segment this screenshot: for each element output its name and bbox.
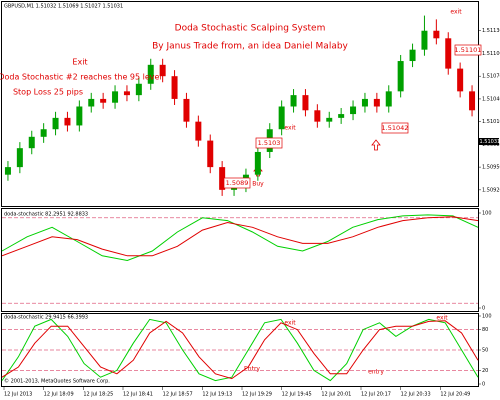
- indicator-line: [1, 216, 479, 257]
- indicator-label: doda-stochastic 29.9415 66.3993: [4, 315, 88, 321]
- candle-body: [88, 98, 95, 107]
- note: Exit: [72, 58, 87, 67]
- candle-body: [135, 83, 142, 96]
- x-tick-label: 12 Jul 2013: [4, 392, 32, 398]
- x-tick-label: 12 Jul 19:29: [242, 392, 272, 398]
- candle-body: [373, 98, 380, 107]
- indicator-line: [1, 320, 479, 380]
- y-tick-label: 1.51040: [482, 96, 500, 102]
- main-frame: [1, 1, 479, 207]
- subtitle: By Janus Trade from, an idea Daniel Mala…: [152, 42, 348, 52]
- marker-label: exit: [436, 315, 448, 322]
- indicator-line: [1, 318, 479, 382]
- y-tick-label: 1.51100: [482, 51, 500, 57]
- x-tick-label: 12 Jul 20:33: [401, 392, 431, 398]
- candle-body: [290, 95, 297, 107]
- current-price-box: [478, 138, 499, 145]
- candle-body: [4, 167, 11, 175]
- candle-body: [219, 167, 226, 190]
- price-box-label: 1.51042: [382, 124, 409, 132]
- y-tick-label: 1.50920: [482, 187, 500, 193]
- candle-body: [195, 121, 202, 141]
- candle-body: [16, 148, 23, 168]
- price-box-label: 1.5103: [258, 139, 281, 147]
- candle-body: [433, 30, 440, 39]
- candle-body: [207, 140, 214, 168]
- candle-body: [385, 91, 392, 107]
- x-tick-label: 12 Jul 20:17: [361, 392, 391, 398]
- marker-label: Buy: [252, 181, 264, 188]
- x-tick-label: 12 Jul 20:01: [321, 392, 351, 398]
- price-box: [454, 44, 482, 56]
- candle-body: [278, 106, 285, 130]
- candle-body: [409, 49, 416, 62]
- candle-body: [457, 68, 464, 92]
- x-tick-label: 12 Jul 19:13: [202, 392, 232, 398]
- candle-body: [123, 91, 130, 96]
- candle-body: [40, 129, 47, 137]
- candle-body: [76, 106, 83, 126]
- candle-body: [159, 64, 166, 77]
- y-tick-label: 0: [482, 382, 485, 388]
- candle-body: [314, 110, 321, 122]
- candle-body: [302, 95, 309, 111]
- candle-body: [147, 64, 154, 84]
- marker-label: exit: [450, 9, 462, 16]
- candle-body: [28, 136, 35, 149]
- indicator-frame: [1, 208, 479, 312]
- candle-body: [183, 98, 190, 122]
- candle-body: [254, 151, 261, 175]
- y-tick-label: 1.50950: [482, 165, 500, 171]
- candle-body: [445, 38, 452, 69]
- y-tick-label: 100: [482, 211, 492, 217]
- header: GBPUSD,M1 1.51032 1.51069 1.51027 1.5103…: [4, 4, 123, 10]
- candle-body: [421, 30, 428, 50]
- y-tick-label: 20: [482, 368, 488, 374]
- y-tick-label: 100: [482, 314, 492, 320]
- price-box: [255, 137, 283, 149]
- candle-body: [171, 76, 178, 99]
- x-tick-label: 12 Jul 18:25: [83, 392, 113, 398]
- x-tick-label: 12 Jul 19:45: [282, 392, 312, 398]
- x-tick-label: 12 Jul 18:57: [163, 392, 193, 398]
- title: Doda Stochastic Scalping System: [175, 24, 326, 34]
- note: Stop Loss 25 pips: [13, 88, 83, 97]
- marker-label: entry: [368, 369, 384, 376]
- price-box: [223, 177, 251, 189]
- candle-body: [326, 117, 333, 122]
- marker-label: Entry: [244, 366, 260, 373]
- note: Doda Stochastic #2 reaches the 95 level: [0, 73, 162, 82]
- candle-body: [338, 114, 345, 118]
- y-tick-label: 0: [482, 306, 485, 312]
- price-box-label: 1.5089: [226, 179, 249, 187]
- candle-body: [100, 98, 107, 103]
- price-box: [381, 122, 409, 134]
- y-tick-label: 1.51010: [482, 119, 500, 125]
- buy-arrow: [371, 139, 381, 151]
- candle-body: [52, 117, 59, 130]
- candle-body: [350, 106, 357, 115]
- candle-body: [469, 91, 476, 111]
- current-price: 1.51031: [480, 139, 500, 145]
- candle-body: [397, 61, 404, 92]
- candle-body: [64, 117, 71, 126]
- y-tick-label: 1.51130: [482, 28, 500, 34]
- candle-body: [112, 91, 119, 103]
- price-box-label: 1.51101: [455, 46, 482, 54]
- y-tick-label: 80: [482, 327, 488, 333]
- x-tick-label: 12 Jul 20:49: [440, 392, 470, 398]
- copyright: © 2001-2013, MetaQuotes Software Corp.: [4, 378, 110, 385]
- marker-label: exit: [284, 320, 296, 327]
- indicator-line: [1, 214, 479, 262]
- candle-body: [361, 98, 368, 107]
- x-tick-label: 12 Jul 18:41: [123, 392, 153, 398]
- indicator-label: doda-stochastic 82.2951 92.8833: [4, 212, 88, 218]
- y-tick-label: 1.51070: [482, 74, 500, 80]
- y-tick-label: 50: [482, 348, 488, 354]
- marker-label: exit: [284, 125, 296, 132]
- x-tick-label: 12 Jul 18:09: [44, 392, 74, 398]
